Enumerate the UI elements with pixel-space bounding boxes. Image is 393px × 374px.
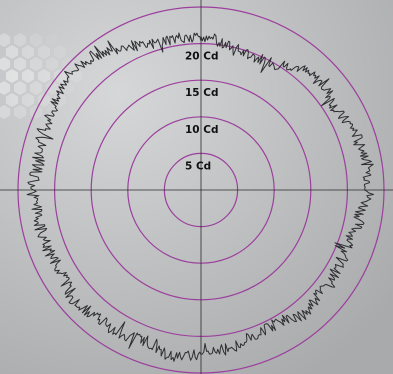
hexagon-dot bbox=[53, 45, 67, 59]
hexagon-dot bbox=[5, 69, 19, 83]
hexagon-dot bbox=[29, 33, 43, 47]
ring-label-15: 15 Cd bbox=[185, 87, 219, 99]
hexagon-dot bbox=[0, 105, 11, 119]
intensity-curve-0 bbox=[26, 32, 374, 362]
hexagon-dot bbox=[21, 69, 35, 83]
hexagon-dot bbox=[45, 57, 59, 71]
hexagon-dot bbox=[37, 93, 51, 107]
hexagon-dot bbox=[5, 93, 19, 107]
hexagon-pattern-decoration bbox=[0, 33, 83, 119]
hexagon-dot bbox=[53, 69, 67, 83]
hexagon-dot bbox=[0, 33, 11, 47]
ring-label-5: 5 Cd bbox=[185, 160, 211, 172]
hexagon-dot bbox=[69, 69, 83, 83]
hexagon-dot bbox=[29, 81, 43, 95]
ring-labels: 5 Cd 10 Cd 15 Cd 20 Cd bbox=[185, 51, 219, 173]
hexagon-dot bbox=[37, 45, 51, 59]
ring-label-10: 10 Cd bbox=[185, 124, 219, 136]
hexagon-dot bbox=[45, 81, 59, 95]
intensity-curves bbox=[26, 32, 374, 362]
hexagon-dot bbox=[29, 57, 43, 71]
hexagon-dot bbox=[13, 57, 27, 71]
hexagon-dot bbox=[0, 81, 11, 95]
hexagon-dot bbox=[5, 45, 19, 59]
hexagon-dot bbox=[37, 69, 51, 83]
hexagon-dot bbox=[21, 93, 35, 107]
hexagon-dot bbox=[0, 57, 11, 71]
hexagon-dot bbox=[13, 105, 27, 119]
hexagon-dot bbox=[45, 33, 59, 47]
hexagon-dot bbox=[13, 81, 27, 95]
hexagon-dot bbox=[21, 45, 35, 59]
ring-label-20: 20 Cd bbox=[185, 51, 219, 63]
hexagon-dot bbox=[13, 33, 27, 47]
